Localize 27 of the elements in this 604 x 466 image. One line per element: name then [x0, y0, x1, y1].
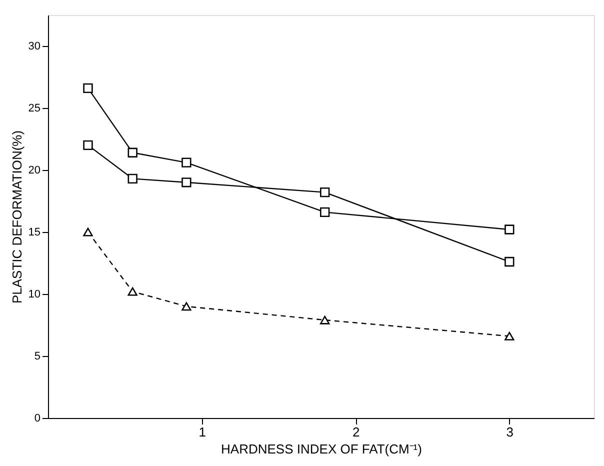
point — [504, 256, 514, 267]
point — [504, 332, 514, 340]
x-tick-label: 3 — [506, 424, 514, 440]
y-tick-label: 0 — [34, 412, 40, 424]
point — [320, 187, 330, 198]
y-tick-label: 10 — [28, 288, 40, 300]
point — [128, 287, 138, 296]
point — [128, 174, 138, 184]
y-tick-label: 15 — [28, 226, 40, 238]
y-tick-label: 30 — [28, 40, 40, 52]
point — [320, 207, 330, 217]
point — [182, 178, 192, 188]
y-tick-label: 20 — [28, 164, 40, 176]
y-tick-label: 5 — [34, 350, 40, 362]
point — [182, 158, 192, 168]
point — [504, 224, 514, 234]
point — [320, 316, 330, 324]
x-tick-label: 2 — [352, 424, 360, 440]
x-tick-label: 1 — [198, 424, 206, 440]
y-tick-label: 25 — [28, 102, 40, 114]
point — [83, 83, 93, 93]
point — [83, 140, 93, 150]
point — [128, 148, 138, 158]
point — [83, 228, 93, 236]
y-axis-title: PLASTIC DEFORMATION(%) — [9, 130, 24, 304]
x-axis-title: HARDNESS INDEX OF FAT(CM⁻¹) — [221, 442, 422, 456]
point — [182, 302, 192, 311]
